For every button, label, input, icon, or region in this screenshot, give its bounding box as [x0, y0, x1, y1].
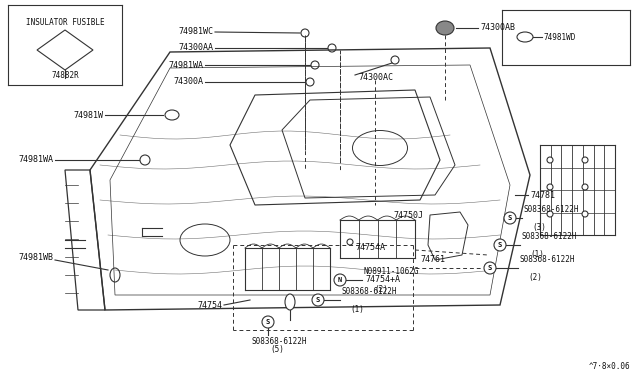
Text: 74754: 74754 — [197, 301, 222, 310]
Ellipse shape — [285, 294, 295, 310]
Text: S08368-6122H: S08368-6122H — [522, 232, 577, 241]
Text: INSULATOR FUSIBLE: INSULATOR FUSIBLE — [26, 18, 104, 27]
Text: S08368-6122H: S08368-6122H — [524, 205, 579, 214]
Text: 74981WC: 74981WC — [178, 28, 213, 36]
Circle shape — [582, 184, 588, 190]
Text: (2): (2) — [374, 285, 388, 294]
Text: 74750J: 74750J — [393, 211, 423, 219]
Text: 74761: 74761 — [420, 256, 445, 264]
Text: (5): (5) — [270, 345, 284, 354]
Text: S08368-6122H: S08368-6122H — [252, 337, 307, 346]
Circle shape — [484, 262, 496, 274]
Ellipse shape — [436, 21, 454, 35]
Circle shape — [547, 184, 553, 190]
Text: S08368-6122H: S08368-6122H — [342, 287, 397, 296]
Text: 74981WD: 74981WD — [544, 32, 577, 42]
Text: (1): (1) — [530, 250, 544, 259]
Circle shape — [582, 211, 588, 217]
Text: (1): (1) — [350, 305, 364, 314]
Text: S: S — [266, 319, 270, 325]
Text: ^7·8×0.06: ^7·8×0.06 — [588, 362, 630, 371]
Text: 74754+A: 74754+A — [365, 276, 400, 285]
Text: 74981WA: 74981WA — [168, 61, 203, 70]
Ellipse shape — [165, 110, 179, 120]
Text: 74300AB: 74300AB — [480, 23, 515, 32]
Text: 74882R: 74882R — [51, 71, 79, 80]
Text: 74981W: 74981W — [73, 110, 103, 119]
Text: (3): (3) — [532, 223, 546, 232]
Text: S: S — [316, 297, 320, 303]
Text: 74981WA: 74981WA — [18, 155, 53, 164]
Circle shape — [494, 239, 506, 251]
Text: S: S — [498, 242, 502, 248]
Text: S08368-6122H: S08368-6122H — [520, 255, 575, 264]
Text: 74781: 74781 — [530, 190, 555, 199]
Text: 74981WB: 74981WB — [18, 253, 53, 263]
Text: 74300AC: 74300AC — [358, 74, 393, 83]
Circle shape — [334, 274, 346, 286]
Text: (2): (2) — [528, 273, 542, 282]
Circle shape — [306, 78, 314, 86]
Text: S: S — [508, 215, 512, 221]
Text: S: S — [488, 265, 492, 271]
Circle shape — [547, 211, 553, 217]
Circle shape — [312, 294, 324, 306]
Text: 74300AA: 74300AA — [178, 44, 213, 52]
Circle shape — [504, 212, 516, 224]
Circle shape — [262, 316, 274, 328]
Text: N08911-1062G: N08911-1062G — [364, 267, 419, 276]
Text: N: N — [338, 277, 342, 283]
Circle shape — [582, 157, 588, 163]
Text: 74300A: 74300A — [173, 77, 203, 87]
Text: 74754A: 74754A — [355, 244, 385, 253]
Circle shape — [547, 157, 553, 163]
